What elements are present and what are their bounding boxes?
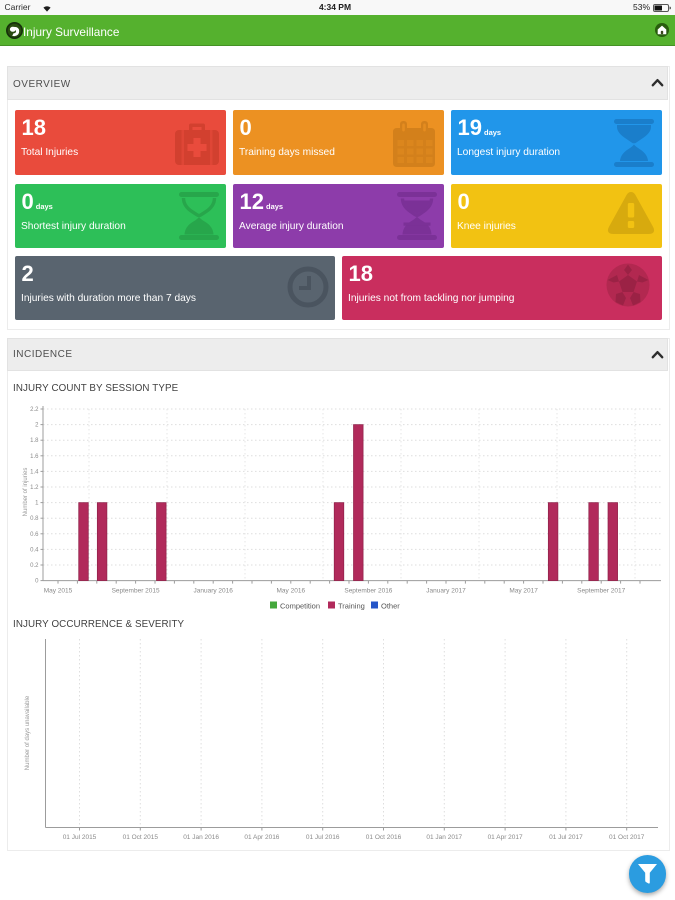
- svg-text:September 2015: September 2015: [112, 588, 160, 595]
- svg-text:January 2016: January 2016: [194, 588, 234, 595]
- svg-text:Number of injuries: Number of injuries: [23, 468, 29, 517]
- svg-text:Competition: Competition: [280, 602, 320, 611]
- svg-text:September 2016: September 2016: [344, 588, 392, 595]
- svg-text:01 Apr 2017: 01 Apr 2017: [488, 834, 523, 841]
- svg-text:1: 1: [35, 501, 39, 507]
- svg-text:0.4: 0.4: [30, 547, 39, 553]
- svg-text:1.4: 1.4: [30, 469, 39, 475]
- svg-text:Training: Training: [338, 602, 365, 611]
- svg-text:0.6: 0.6: [30, 532, 39, 538]
- svg-text:May 2016: May 2016: [277, 588, 306, 595]
- svg-text:1.8: 1.8: [30, 438, 39, 444]
- svg-text:0: 0: [35, 579, 39, 585]
- svg-text:Other: Other: [381, 602, 400, 611]
- svg-text:01 Jul 2015: 01 Jul 2015: [63, 834, 97, 841]
- svg-text:01 Apr 2016: 01 Apr 2016: [244, 834, 279, 841]
- svg-text:2: 2: [35, 423, 39, 429]
- svg-text:01 Jul 2016: 01 Jul 2016: [306, 834, 340, 841]
- svg-text:01 Oct 2017: 01 Oct 2017: [609, 834, 645, 841]
- svg-text:0.2: 0.2: [30, 563, 39, 569]
- svg-text:May 2015: May 2015: [44, 588, 73, 595]
- svg-text:01 Oct 2016: 01 Oct 2016: [366, 834, 402, 841]
- svg-text:September 2017: September 2017: [577, 588, 625, 595]
- svg-text:01 Oct 2015: 01 Oct 2015: [123, 834, 159, 841]
- svg-text:Number of days unavailable: Number of days unavailable: [25, 695, 31, 770]
- svg-text:01 Jan 2016: 01 Jan 2016: [183, 834, 219, 841]
- svg-text:2.2: 2.2: [30, 407, 39, 413]
- svg-text:1.2: 1.2: [30, 485, 39, 491]
- svg-text:01 Jul 2017: 01 Jul 2017: [549, 834, 583, 841]
- svg-text:1.6: 1.6: [30, 454, 39, 460]
- svg-text:May 2017: May 2017: [509, 588, 538, 595]
- svg-text:January 2017: January 2017: [426, 588, 466, 595]
- svg-text:0.8: 0.8: [30, 516, 39, 522]
- svg-text:01 Jan 2017: 01 Jan 2017: [426, 834, 462, 841]
